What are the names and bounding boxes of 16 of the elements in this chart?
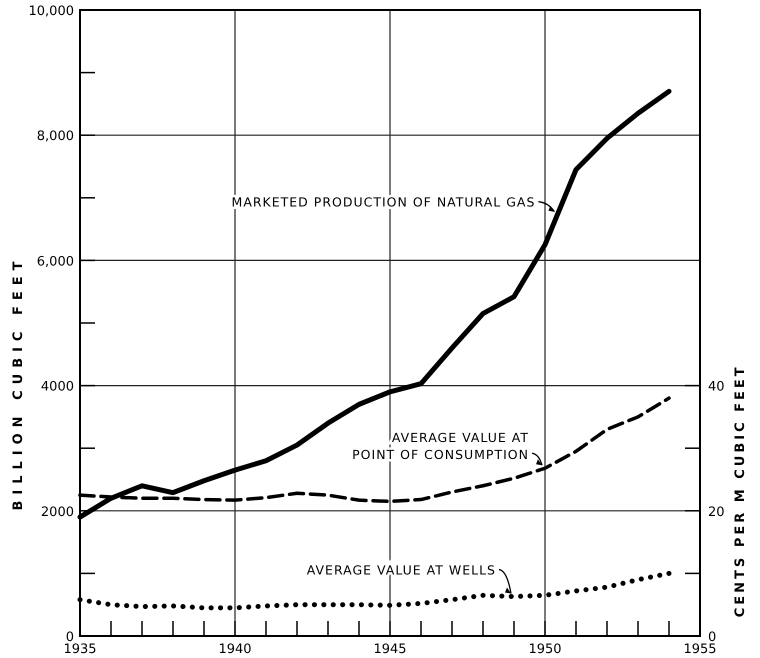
y2-tick-label: 0 <box>708 630 716 645</box>
y2-tick-label: 20 <box>708 504 725 520</box>
y-tick-label: 8,000 <box>36 129 74 144</box>
y-tick-label: 6,000 <box>36 254 74 270</box>
x-tick-label: 1950 <box>528 642 562 657</box>
x-tick-label: 1945 <box>373 642 407 657</box>
y-tick-label: 0 <box>66 630 74 645</box>
y-tick-label: 2000 <box>40 504 74 520</box>
y2-axis-title: CENTS PER M CUBIC FEET <box>733 364 748 618</box>
x-tick-label: 1940 <box>218 642 252 657</box>
y2-tick-label: 40 <box>708 380 725 395</box>
y-tick-label: 4000 <box>40 380 74 395</box>
x-tick-label: 1935 <box>63 642 97 657</box>
y-tick-label: 10,000 <box>28 4 74 19</box>
x-tick-label: 1955 <box>683 642 717 657</box>
y-axis-title: BILLION CUBIC FEET <box>11 255 26 511</box>
